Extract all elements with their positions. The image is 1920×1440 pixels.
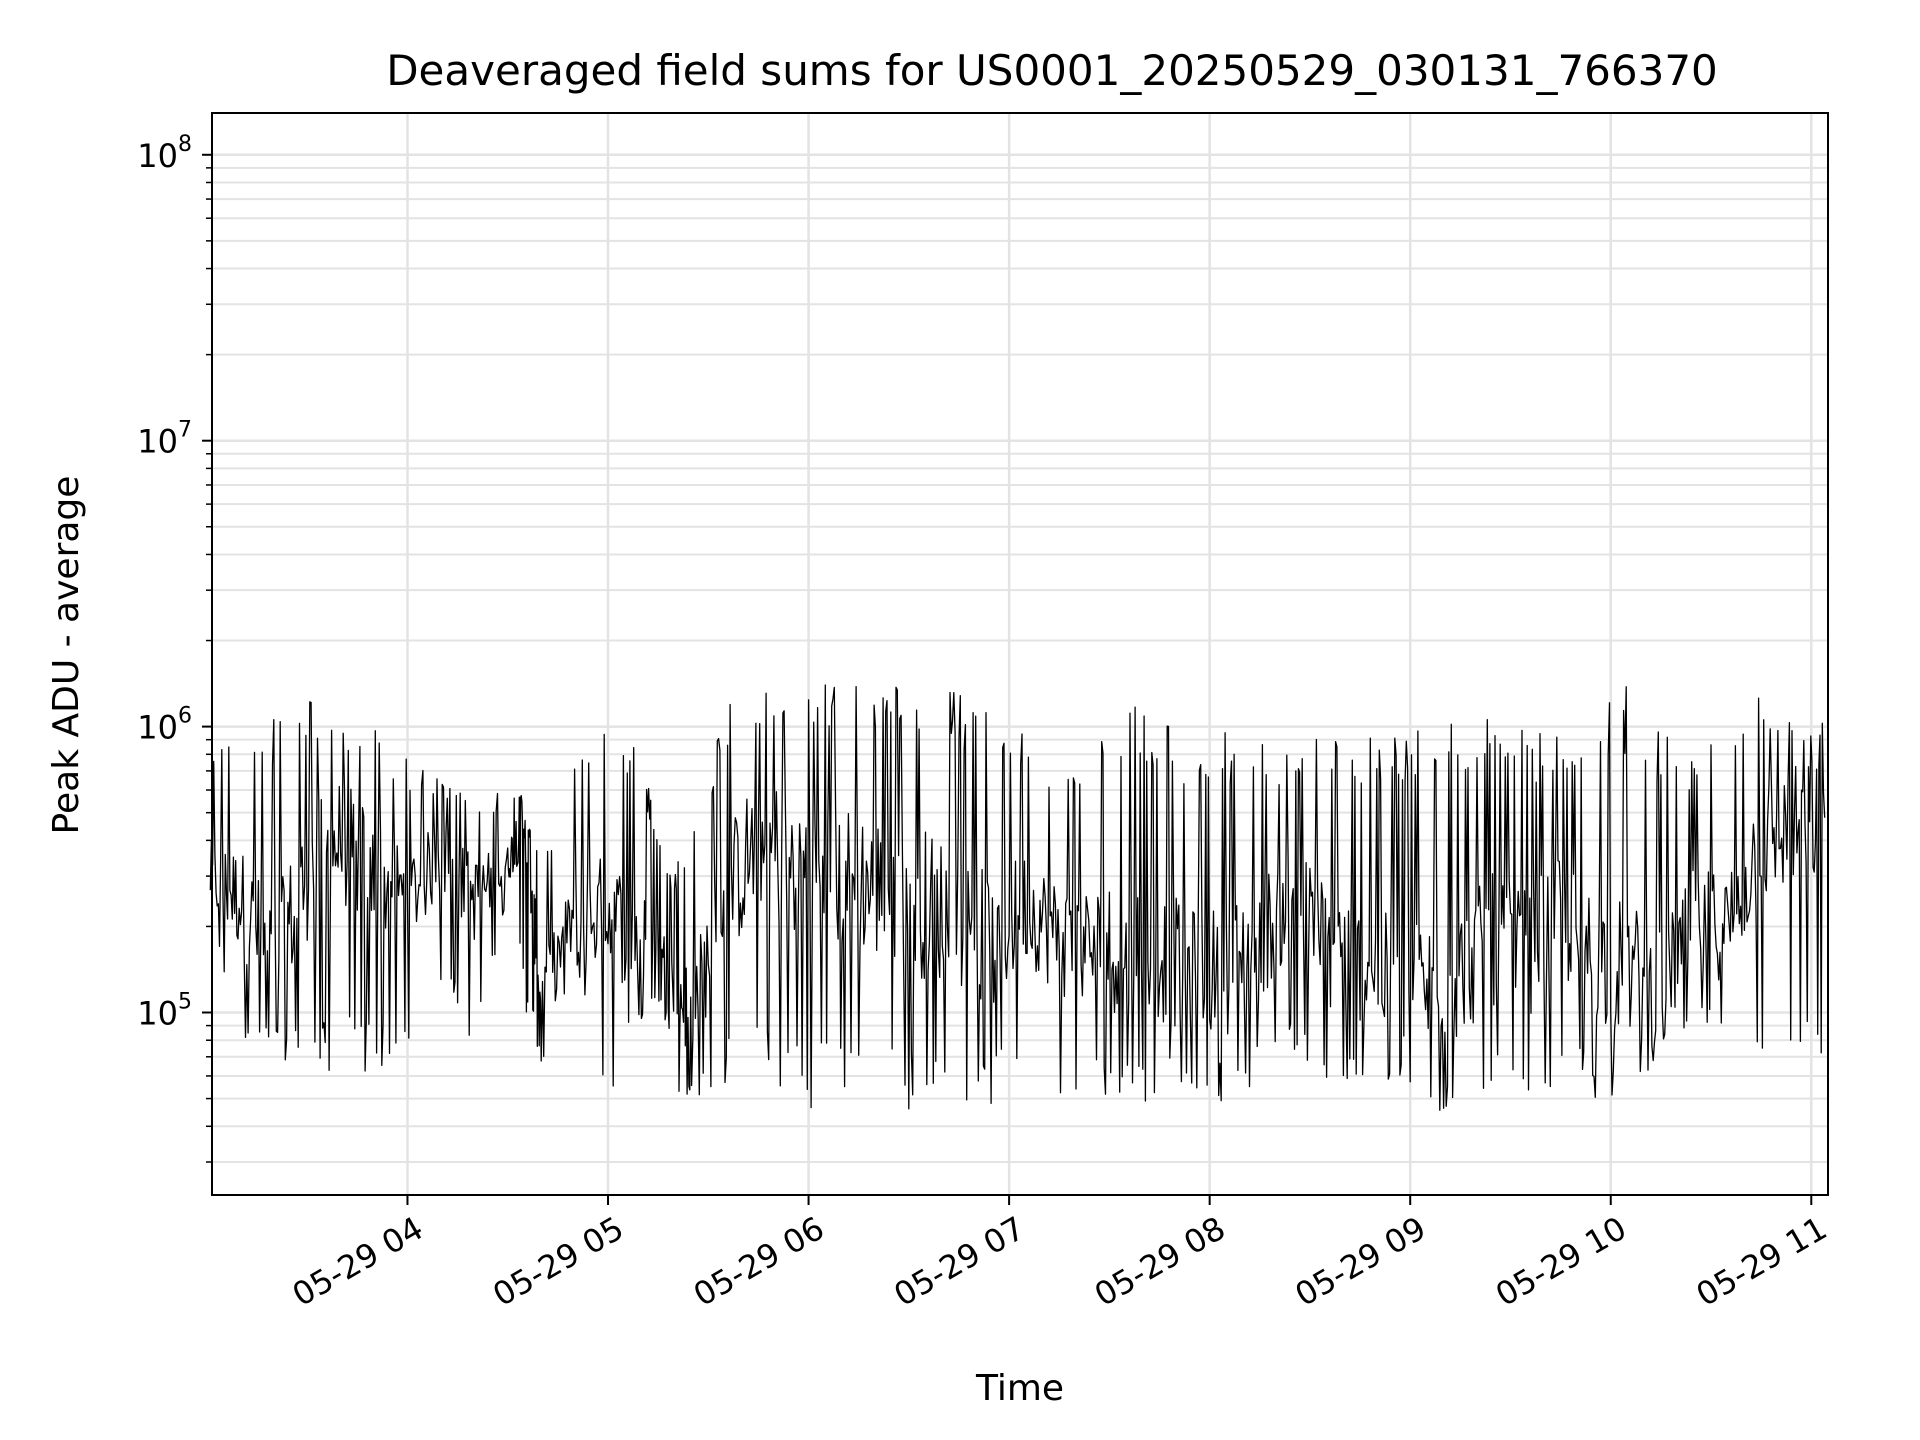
y-tick-label: 108 — [137, 132, 192, 175]
series-layer — [209, 684, 1826, 1111]
y-tick-label: 106 — [137, 704, 192, 747]
x-axis-label: Time — [975, 1368, 1064, 1409]
plot-frame — [211, 112, 1829, 1196]
y-tick-label: 105 — [137, 990, 192, 1033]
y-axis-label: Peak ADU - average — [46, 476, 87, 835]
series-line — [209, 684, 1826, 1111]
y-tick-label: 107 — [137, 418, 192, 461]
chart-title: Deaveraged field sums for US0001_2025052… — [386, 46, 1718, 95]
